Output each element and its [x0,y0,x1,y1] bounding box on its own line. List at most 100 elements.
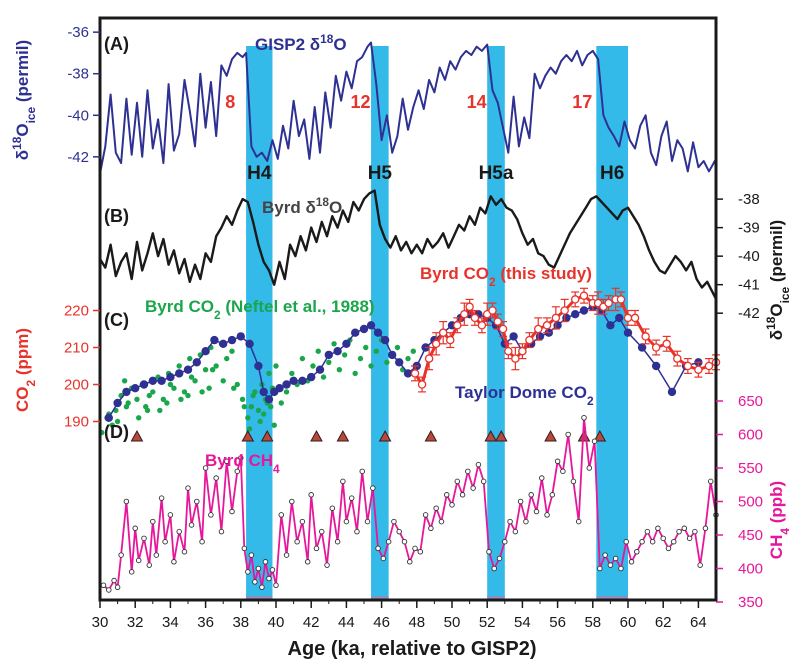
taylor-dome-co2-point [553,321,562,330]
taylor-dome-co2-point [227,335,237,345]
byrd-ch4-point [106,587,112,593]
byrd-ch4-point [299,518,306,525]
panel-letter-1: (B) [104,206,129,226]
neftel-co2-point [229,348,235,354]
neftel-co2-point [357,355,364,362]
neftel-co2-point [310,363,316,369]
neftel-co2-point [352,370,358,377]
taylor-dome-co2-point [342,339,351,348]
taylor-dome-co2-point [509,332,518,341]
neftel-co2-point [299,355,306,362]
byrd-ch4-point [649,538,656,545]
byrd-co2-point [431,339,441,349]
neftel-co2-series-label-part: (Neftel et al., 1988) [221,297,375,316]
byrd-ch4-point [655,525,661,532]
taylor-dome-co2-point [403,369,413,378]
byrd-ch4-point [171,559,177,565]
panel-a-y-axis-label-part: ice [24,106,38,123]
byrd-d18o-series-label: Byrd δ18O [262,195,342,217]
byrd-ch4-point [304,559,311,565]
byrd-co2-point [551,313,561,323]
panel-b-y-axis-label-part: 18 [764,316,778,330]
byrd-ch4-point [245,569,251,575]
neftel-co2-point [150,389,156,395]
panel0-y-tick-label-2: -40 [67,107,89,124]
byrd-co2-point [604,298,613,308]
byrd-co2-point [453,321,462,330]
neftel-co2-point [248,404,255,410]
x-tick-label-5: 40 [268,614,285,631]
neftel-co2-point [187,355,193,362]
byrd-co2-point [525,335,534,345]
byrd-ch4-point [671,538,677,545]
neftel-co2-point [363,344,369,351]
byrd-ch4-point [213,475,219,481]
panel-b-y-axis-label-part: ice [778,286,792,303]
byrd-ch4-point [343,518,350,525]
byrd-co2-point [542,321,552,330]
byrd-ch4-point [454,478,461,485]
x-axis-label: Age (ka, relative to GISP2) [288,638,537,660]
neftel-co2-point [114,418,121,425]
byrd-ch4-point [188,522,195,528]
neftel-co2-point [167,381,174,388]
byrd-ch4-point [262,559,269,565]
byrd-ch4-point [255,565,262,572]
neftel-co2-point [164,400,170,406]
neftel-co2-point [336,367,343,373]
neftel-co2-point [231,385,237,391]
byrd-ch4-point [135,557,142,564]
byrd-ch4-point [523,518,529,525]
byrd-ch4-point [269,567,276,573]
neftel-co2-point [171,385,177,391]
byrd-ch4-point [176,528,182,535]
neftel-co2-series-label: Byrd CO2 (Neftel et al., 1988) [145,297,375,322]
byrd-co2-point [683,361,693,371]
x-tick-label-16: 62 [655,614,672,631]
taylor-dome-co2-point [535,332,545,341]
taylor-dome-co2-point [359,324,369,334]
neftel-co2-point [368,363,374,369]
byrd-ch4-point [681,525,688,532]
taylor-dome-co2-point [192,358,201,367]
byrd-ch4-point [238,455,244,461]
byrd-ch4-point [100,582,107,589]
labels-layer: Age (ka, relative to GISP2) H4 H5 H5a H6 8 12… [10,32,792,660]
taylor-dome-co2-point [387,350,397,360]
taylor-dome-co2-point [637,343,647,352]
neftel-co2-point [209,367,216,373]
do-event-label-0: 8 [225,92,235,112]
byrd-ch4-point [692,528,698,535]
taylor-dome-co2-point [259,387,268,397]
byrd-ch4-point [283,552,290,558]
taylor-dome-co2-point [395,358,404,367]
taylor-dome-co2-point [562,313,571,323]
taylor-dome-co2-point [571,310,580,319]
taylor-dome-co2-point [366,321,376,330]
byrd-ch4-point [417,549,424,555]
x-tick-label-4: 38 [232,614,249,631]
x-tick-label-6: 42 [303,614,320,631]
byrd-co2-point [616,295,626,304]
byrd-ch4-point [660,535,666,542]
gisp2-series-label-part: GISP2 δ [255,35,320,54]
taylor-dome-co2-point [380,335,390,345]
byrd-co2-point [460,309,469,319]
byrd-ch4-point [375,545,381,552]
byrd-ch4-point [396,528,402,535]
heinrich-bands [246,46,628,600]
taylor-dome-co2-point [651,361,661,371]
byrd-ch4-point [581,415,587,421]
neftel-co2-point [185,392,191,399]
byrd-ch4-point [329,505,336,511]
byrd-ch4-point [491,565,497,572]
byrd-ch4-point [686,535,693,542]
neftel-co2-point [257,418,263,425]
neftel-co2-point [283,389,290,395]
panel3-y-tick-label-3: 500 [738,494,763,511]
heinrich-label-2: H5a [479,163,514,184]
byrd-co2-point [424,354,434,363]
byrd-ch4-point [181,549,188,555]
byrd-co2-point [477,321,487,330]
x-tick-label-12: 54 [514,614,531,631]
